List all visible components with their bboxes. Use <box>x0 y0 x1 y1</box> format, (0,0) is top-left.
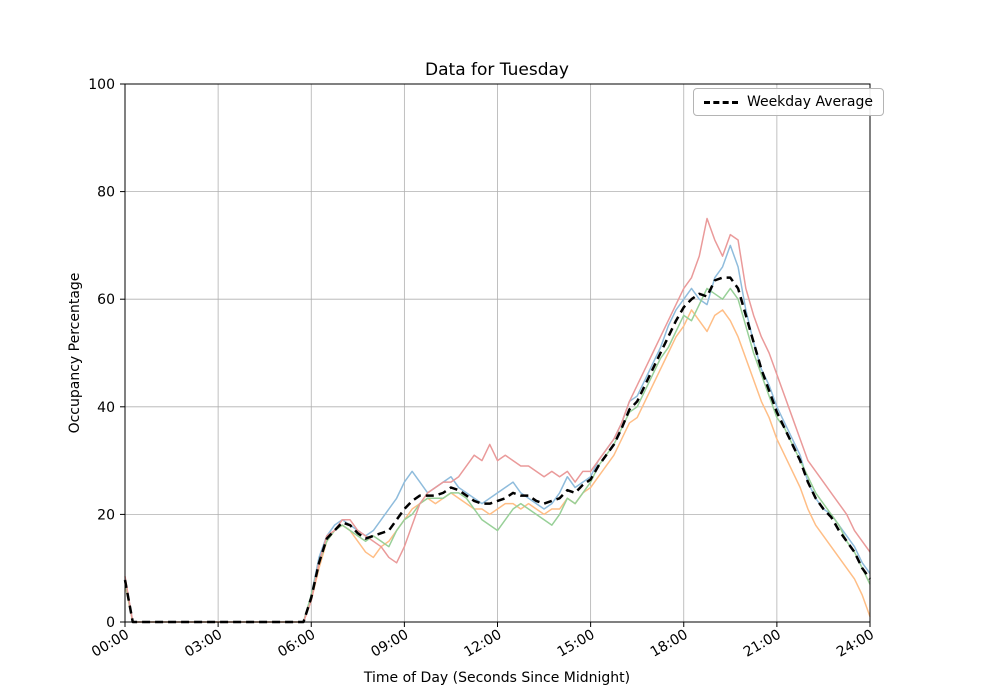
x-tick-label: 24:00 <box>834 627 877 661</box>
x-tick-label: 06:00 <box>275 627 318 661</box>
y-axis-label: Occupancy Percentage <box>67 272 83 434</box>
legend-label: Weekday Average <box>746 94 873 110</box>
y-tick-label: 80 <box>97 185 115 201</box>
y-tick-label: 60 <box>97 292 115 308</box>
legend: Weekday Average <box>692 88 884 116</box>
x-axis-label: Time of Day (Seconds Since Midnight) <box>363 670 631 686</box>
dashed-line-swatch <box>703 100 738 104</box>
y-tick-label: 20 <box>97 507 115 523</box>
y-tick-label: 40 <box>97 400 115 416</box>
x-tick-label: 18:00 <box>648 627 691 661</box>
y-tick-label: 0 <box>106 615 115 631</box>
x-tick-label: 21:00 <box>741 627 784 661</box>
x-tick-label: 09:00 <box>368 627 411 661</box>
x-tick-label: 12:00 <box>462 627 505 661</box>
y-tick-label: 100 <box>88 77 115 93</box>
x-tick-label: 00:00 <box>89 627 132 661</box>
chart-title: Data for Tuesday <box>425 60 569 80</box>
x-tick-label: 03:00 <box>182 627 225 661</box>
x-tick-label: 15:00 <box>555 627 598 661</box>
